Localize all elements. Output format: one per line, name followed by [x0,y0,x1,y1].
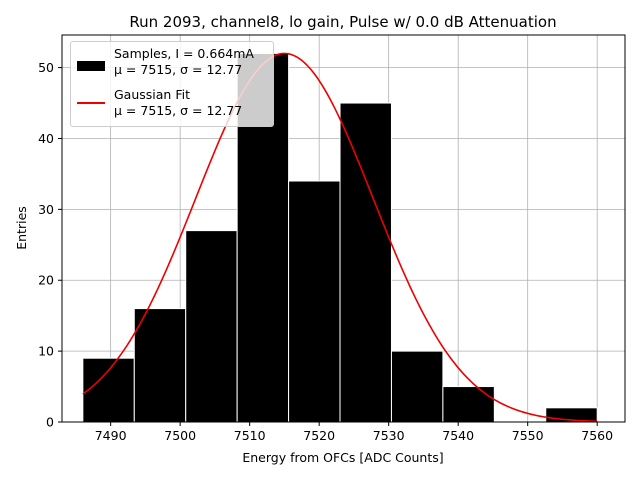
legend-fit-line2: μ = 7515, σ = 12.77 [114,103,243,118]
histogram-bar [133,308,187,423]
y-tick-label: 50 [38,60,54,75]
axis-ticks: 7490 7500 7510 7520 7530 7540 7550 7560 0 10 20 30 4… [38,60,613,443]
y-tick-label: 20 [38,273,54,288]
y-tick-label: 0 [46,415,54,430]
legend: Samples, I = 0.664mA μ = 7515, σ = 12.77… [70,41,274,127]
histogram-bar [442,386,495,423]
legend-fit-line1: Gaussian Fit [114,87,190,102]
legend-samples-line2: μ = 7515, σ = 12.77 [114,62,243,77]
x-tick-label: 7540 [442,428,474,443]
histogram-bar [185,230,238,423]
histogram-bar [82,357,135,423]
chart-title: Run 2093, channel8, lo gain, Pulse w/ 0.… [129,13,556,31]
histogram-bar [390,350,444,423]
plot-frame [61,34,626,423]
x-tick-label: 7490 [95,428,127,443]
x-tick-label: 7510 [234,428,266,443]
x-axis-label: Energy from OFCs [ADC Counts] [242,450,443,465]
x-tick-label: 7550 [512,428,544,443]
legend-swatch-bar [77,61,105,71]
y-tick-label: 40 [38,131,54,146]
histogram-bar [288,180,341,423]
x-tick-label: 7500 [164,428,196,443]
legend-swatch-line [77,102,105,104]
histogram-bar [339,102,392,423]
x-tick-label: 7560 [581,428,613,443]
y-tick-label: 30 [38,202,54,217]
x-tick-label: 7530 [373,428,405,443]
gaussian-fit-curve [82,52,598,423]
x-tick-label: 7520 [303,428,335,443]
y-tick-label: 10 [38,344,54,359]
legend-samples-line1: Samples, I = 0.664mA [114,46,254,61]
y-axis-label: Entries [14,206,29,250]
